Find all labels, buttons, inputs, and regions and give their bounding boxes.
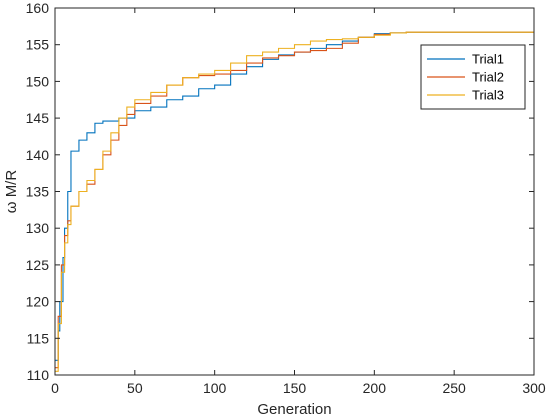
y-tick-label: 135 [26, 184, 50, 200]
x-tick-label: 150 [283, 380, 307, 396]
legend-label: Trial2 [472, 70, 504, 85]
x-tick-label: 100 [203, 380, 227, 396]
x-axis-ticks: 0 50 100 150 200 250 300 [51, 8, 546, 396]
x-axis-label: Generation [257, 401, 331, 418]
y-tick-label: 125 [26, 257, 50, 273]
x-tick-label: 200 [363, 380, 387, 396]
series-line-trial3 [55, 31, 534, 372]
legend-label: Trial3 [472, 88, 504, 103]
series-line-trial1 [55, 31, 534, 361]
y-tick-label: 155 [26, 37, 50, 53]
y-tick-label: 130 [26, 220, 50, 236]
legend-label: Trial1 [472, 52, 504, 67]
y-axis-ticks: 110 115 120 125 130 135 140 145 150 155 160 [26, 0, 534, 383]
series-layer [55, 31, 534, 372]
y-tick-label: 115 [27, 330, 50, 346]
y-tick-label: 140 [26, 147, 50, 163]
y-tick-label: 160 [26, 0, 50, 16]
y-tick-label: 120 [26, 294, 50, 310]
y-tick-label: 150 [26, 73, 50, 89]
y-axis-label: ω M/R [3, 170, 20, 214]
legend: Trial1 Trial2 Trial3 [420, 44, 526, 110]
y-tick-label: 110 [27, 367, 50, 383]
x-tick-label: 50 [127, 380, 143, 396]
x-tick-label: 300 [522, 380, 546, 396]
x-tick-label: 250 [442, 380, 466, 396]
y-tick-label: 145 [26, 110, 50, 126]
x-tick-label: 0 [51, 380, 59, 396]
